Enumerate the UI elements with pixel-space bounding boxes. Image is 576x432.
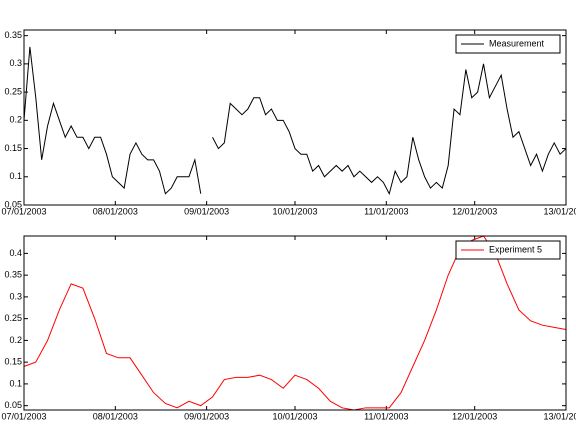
y-tick-label: 0.05 [4, 199, 22, 209]
x-tick-label: 08/01/2003 [93, 411, 138, 421]
y-tick-label: 0.2 [9, 115, 22, 125]
x-tick-label: 13/01/2004 [543, 206, 576, 216]
legend-box [455, 240, 561, 260]
x-tick-label: 07/01/2003 [1, 206, 46, 216]
y-tick-label: 0.35 [4, 30, 22, 40]
x-tick-label: 11/01/2003 [364, 411, 408, 421]
y-tick-label: 0.3 [9, 291, 22, 301]
x-tick-label: 13/01/2004 [543, 411, 576, 421]
y-tick-label: 0.15 [4, 143, 22, 153]
y-tick-label: 0.25 [4, 86, 22, 96]
y-tick-label: 0.25 [4, 313, 22, 323]
x-tick-label: 10/01/2003 [272, 411, 317, 421]
y-tick-label: 0.4 [9, 248, 22, 258]
data-line [23, 46, 567, 196]
axes-frame [23, 235, 567, 411]
x-tick-label: 11/01/2003 [364, 206, 408, 216]
y-tick-label: 0.35 [4, 270, 22, 280]
x-tick-label: 12/01/2003 [452, 206, 497, 216]
legend-label: Experiment 5 [489, 244, 542, 254]
x-tick-label: 09/01/2003 [184, 206, 229, 216]
legend-box [455, 34, 561, 54]
y-tick-label: 0.3 [9, 58, 22, 68]
y-tick-label: 0.05 [4, 400, 22, 410]
x-tick-label: 07/01/2003 [1, 411, 46, 421]
x-tick-label: 08/01/2003 [93, 206, 138, 216]
plot-area [24, 30, 566, 205]
axes-frame [23, 29, 567, 206]
y-tick-label: 0.1 [9, 378, 22, 388]
y-tick-label: 0.15 [4, 357, 22, 367]
x-tick-label: 09/01/2003 [184, 411, 229, 421]
x-tick-label: 10/01/2003 [272, 206, 317, 216]
x-tick-label: 12/01/2003 [452, 411, 497, 421]
legend-label: Measurement [489, 38, 545, 48]
y-tick-label: 0.1 [9, 171, 22, 181]
data-line [23, 235, 567, 411]
plot-area [24, 236, 566, 410]
y-tick-label: 0.2 [9, 335, 22, 345]
